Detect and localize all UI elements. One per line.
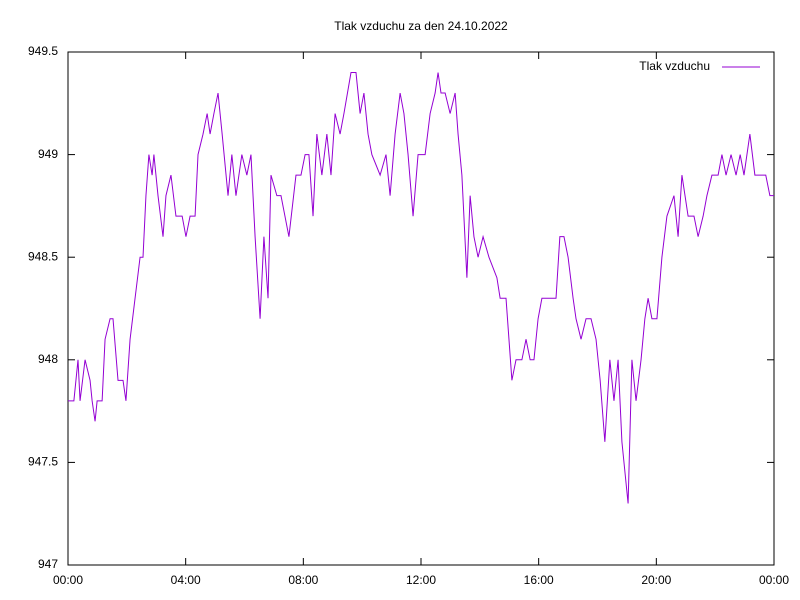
x-tick-label: 12:00 xyxy=(406,573,436,587)
y-tick-label: 949 xyxy=(38,147,58,161)
y-tick-label: 947.5 xyxy=(28,455,58,469)
x-tick-label: 04:00 xyxy=(171,573,201,587)
series-line xyxy=(68,72,774,504)
x-tick-label: 00:00 xyxy=(53,573,83,587)
y-tick-label: 948 xyxy=(38,352,58,366)
chart-title: Tlak vzduchu za den 24.10.2022 xyxy=(334,19,508,33)
x-tick-label: 08:00 xyxy=(288,573,318,587)
x-tick-label: 00:00 xyxy=(759,573,789,587)
plot-border xyxy=(67,51,775,566)
y-tick-label: 947 xyxy=(38,557,58,571)
legend-label: Tlak vzduchu xyxy=(639,59,710,73)
x-tick-label: 16:00 xyxy=(524,573,554,587)
y-tick-label: 948.5 xyxy=(28,249,58,263)
y-tick-label: 949.5 xyxy=(28,44,58,58)
x-tick-label: 20:00 xyxy=(641,573,671,587)
